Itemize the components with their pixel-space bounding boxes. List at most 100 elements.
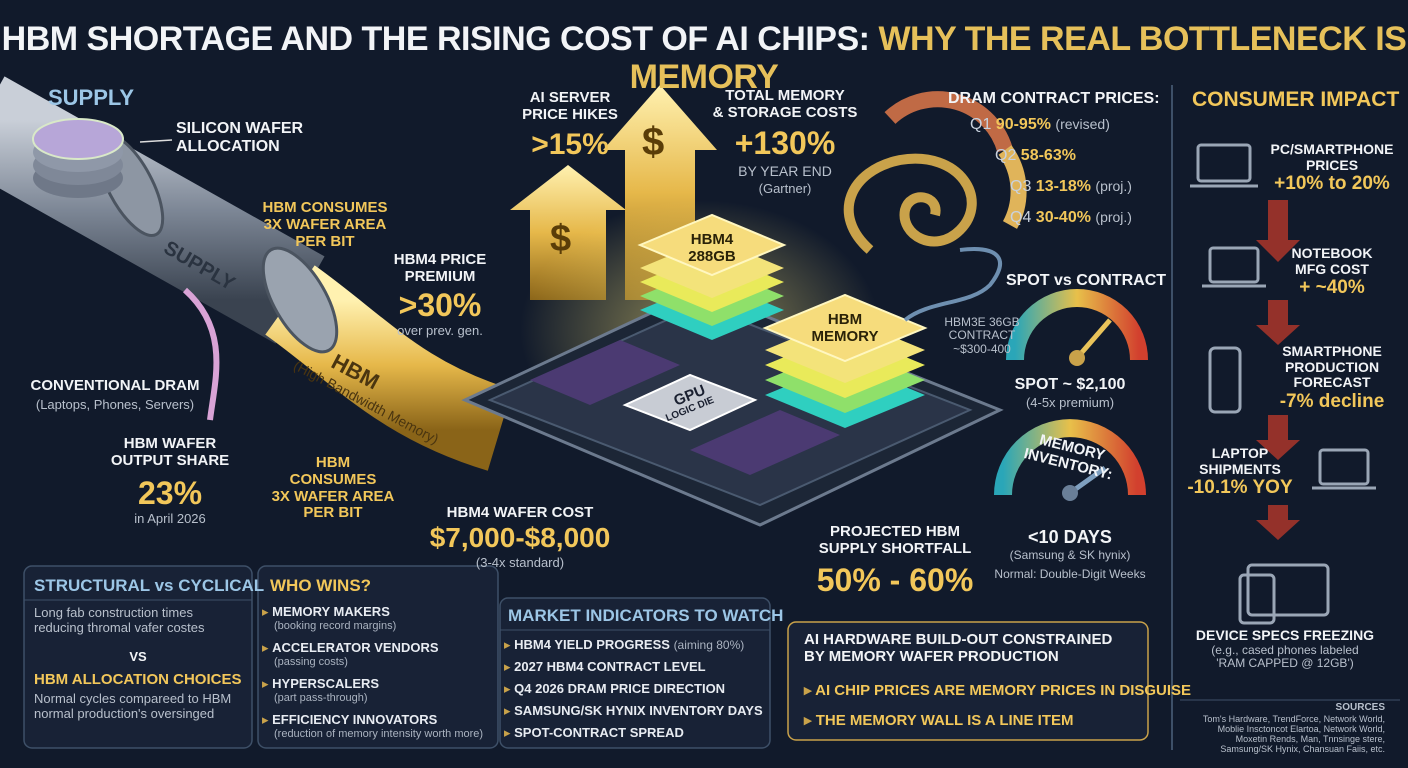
bullet: ▸ — [262, 676, 273, 691]
callout-line: ▸ AI CHIP PRICES ARE MEMORY PRICES IN DI… — [804, 682, 1191, 700]
consumer-value: -10.1% YOY — [1187, 477, 1293, 499]
consumer-label: LAPTOP SHIPMENTS — [1199, 445, 1281, 477]
consumer-item: SMARTPHONE PRODUCTION FORECAST -7% declin… — [1262, 343, 1402, 413]
item-note: (reduction of memory intensity worth mor… — [274, 728, 484, 740]
chip-die — [530, 340, 680, 405]
total-value: +130% — [734, 125, 836, 161]
bullet: ▸ — [504, 703, 515, 718]
item-name: HBM4 YIELD PROGRESS — [514, 637, 670, 652]
structural-title: STRUCTURAL vs CYCLICAL — [34, 576, 265, 595]
premium-note: over prev. gen. — [397, 323, 483, 338]
gauge-hub — [1069, 350, 1085, 366]
shortfall-value: 50% - 60% — [816, 562, 974, 598]
consumer-heading: CONSUMER IMPACT — [1192, 88, 1400, 111]
callout-line: AI HARDWARE BUILD-OUT CONSTRAINED BY MEM… — [804, 631, 1113, 665]
dram-arc — [884, 91, 1013, 153]
structural-text2: Normal cycles compareed to HBM normal pr… — [34, 691, 232, 721]
item-name: Q4 2026 DRAM PRICE DIRECTION — [514, 681, 726, 696]
dram-row: Q2 58-63% — [995, 147, 1076, 165]
spot-contract: HBM3E 36GB CONTRACT ~$300-400 — [944, 315, 1020, 356]
title-accent: WHY THE REAL BOTTLENECK IS MEMORY — [629, 20, 1407, 97]
dram-arc — [998, 145, 1027, 229]
consumer-value: + ~40% — [1299, 277, 1365, 299]
bullet: ▸ — [262, 640, 273, 655]
device-icons — [1190, 143, 1376, 625]
inventory-value: <10 DAYS — [1028, 527, 1112, 547]
premium-value: >30% — [398, 287, 482, 323]
percent: 30-40% — [1035, 209, 1091, 226]
who-wins-item: ▸ MEMORY MAKERS (booking record margins) — [262, 604, 396, 632]
spot-note: (4-5x premium) — [1025, 395, 1115, 410]
share-note: in April 2026 — [134, 511, 206, 526]
bullet: ▸ — [504, 725, 515, 740]
server-label: AI SERVER PRICE HIKES — [522, 89, 618, 123]
supply-heading: SUPPLY — [48, 85, 135, 110]
item-name: MEMORY MAKERS — [272, 604, 390, 619]
item-note: (booking record margins) — [274, 620, 397, 632]
gauge-needle — [1075, 318, 1112, 360]
consumer-item: NOTEBOOK MFG COST + ~40% — [1262, 245, 1402, 299]
consumer-item: PC/SMARTPHONE PRICES +10% to 20% — [1262, 141, 1402, 195]
consumes-top: HBM CONSUMES 3X WAFER AREA PER BIT — [262, 199, 388, 250]
wafer-cost-label: HBM4 WAFER COST — [446, 504, 594, 521]
inventory-gauge — [994, 419, 1146, 496]
item-name: EFFICIENCY INNOVATORS — [272, 712, 438, 727]
item-note: (aiming 80%) — [673, 638, 745, 652]
market-item: ▸ HBM4 YIELD PROGRESS (aiming 80%) — [504, 637, 744, 653]
note: (proj.) — [1095, 209, 1132, 225]
bullet: ▸ — [504, 637, 515, 652]
title-main: HBM SHORTAGE AND THE RISING COST OF AI C… — [1, 20, 870, 58]
item-name: HYPERSCALERS — [272, 676, 380, 691]
item-name: SAMSUNG/SK HYNIX INVENTORY DAYS — [514, 703, 763, 718]
pipe-ring — [261, 246, 339, 354]
stack1-label: HBM4 288GB — [688, 231, 736, 265]
dollar: $ — [550, 218, 572, 260]
gpu-die — [622, 373, 758, 432]
who-wins-item: ▸ EFFICIENCY INNOVATORS (reduction of mem… — [262, 712, 483, 740]
structural-text1: Long fab construction times reducing thr… — [34, 605, 205, 635]
wafer-label: SILICON WAFER ALLOCATION — [176, 120, 304, 155]
quarter: Q4 — [1010, 209, 1032, 226]
consumer-label: NOTEBOOK MFG COST — [1291, 245, 1373, 277]
panel — [257, 565, 499, 749]
sources-heading: SOURCES — [1335, 702, 1385, 713]
wafer-cost-value: $7,000-$8,000 — [429, 522, 611, 553]
shortfall-label: PROJECTED HBM SUPPLY SHORTFALL — [818, 523, 972, 557]
callout-text: THE MEMORY WALL IS A LINE ITEM — [815, 712, 1074, 729]
share-value: 23% — [137, 475, 203, 511]
who-wins-title: WHO WINS? — [270, 576, 372, 595]
market-item: ▸ SPOT-CONTRACT SPREAD — [504, 725, 684, 741]
item-name: ACCELERATOR VENDORS — [272, 640, 439, 655]
who-wins-item: ▸ HYPERSCALERS (part pass-through) — [262, 676, 379, 704]
note: (proj.) — [1095, 178, 1132, 194]
market-item: ▸ 2027 HBM4 CONTRACT LEVEL — [504, 659, 706, 675]
item-name: 2027 HBM4 CONTRACT LEVEL — [514, 659, 706, 674]
market-title: MARKET INDICATORS TO WATCH — [508, 606, 784, 625]
bullet: ▸ — [262, 604, 273, 619]
dollar: $ — [642, 120, 665, 164]
panel — [499, 597, 771, 749]
item-name: SPOT-CONTRACT SPREAD — [514, 725, 684, 740]
dram-title: DRAM CONTRACT PRICES: — [948, 90, 1160, 107]
premium-label: HBM4 PRICE PREMIUM — [393, 251, 487, 285]
callout-box — [787, 621, 1149, 741]
connector — [903, 247, 1002, 322]
note: (revised) — [1055, 116, 1110, 132]
percent: 13-18% — [1035, 178, 1091, 195]
pointer — [139, 139, 173, 143]
title: HBM SHORTAGE AND THE RISING COST OF AI C… — [0, 20, 1408, 96]
chip-die — [690, 410, 840, 475]
conventional-note: (Laptops, Phones, Servers) — [35, 397, 195, 412]
consumer-value: -7% decline — [1279, 391, 1385, 413]
dram-branch — [183, 287, 220, 421]
structural-title2: HBM ALLOCATION CHOICES — [34, 671, 242, 688]
consumer-value: +10% to 20% — [1274, 173, 1390, 195]
bullet: ▸ — [504, 659, 515, 674]
quarter: Q3 — [1010, 178, 1032, 195]
structural-vs: VS — [129, 649, 147, 664]
inventory-note: (Samsung & SK hynix) — [1009, 548, 1131, 562]
percent: 90-95% — [995, 116, 1051, 133]
quarter: Q2 — [995, 147, 1017, 164]
consumer-item: LAPTOP SHIPMENTS -10.1% YOY — [1180, 445, 1300, 499]
